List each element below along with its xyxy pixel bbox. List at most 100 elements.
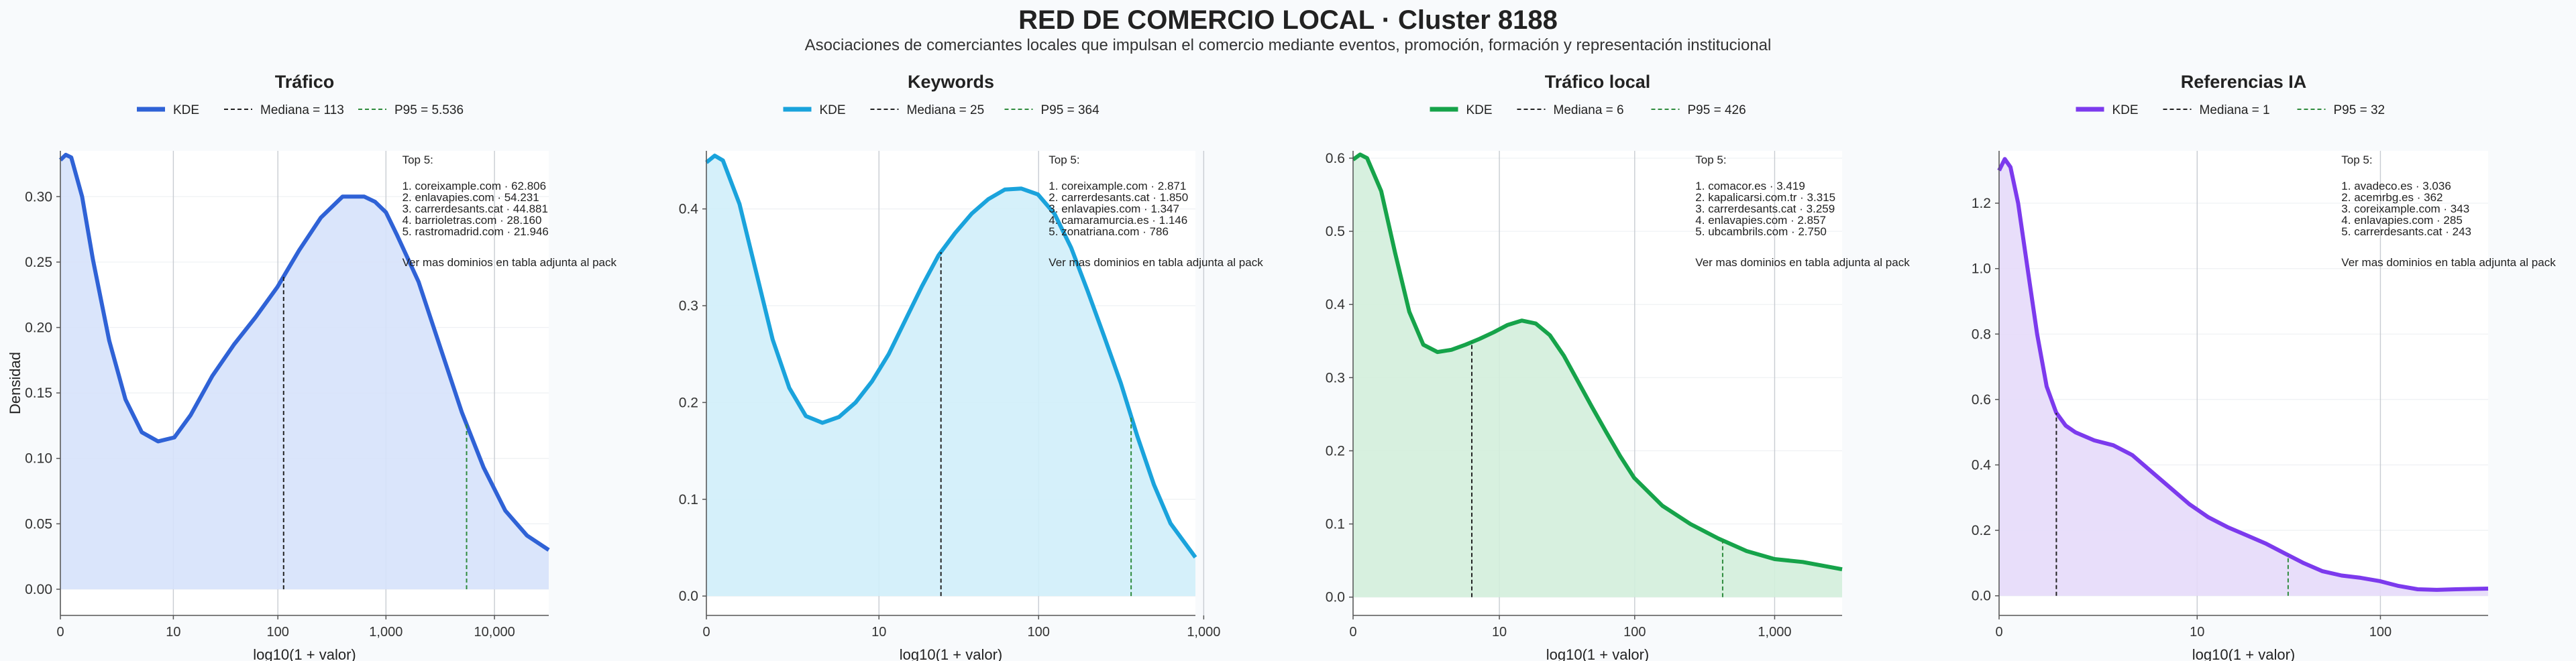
top5-item: 4. enlavapies.com · 2.857: [1695, 214, 1826, 227]
legend-p95-label: P95 = 364: [1041, 103, 1100, 117]
top5-item: 5. carrerdesants.cat · 243: [2341, 225, 2471, 238]
top5-item: 4. enlavapies.com · 285: [2341, 214, 2463, 227]
top5-footer: Ver mas dominios en tabla adjunta al pac…: [1695, 256, 1910, 269]
kde-curve: [705, 154, 1197, 559]
page-subtitle: Asociaciones de comerciantes locales que…: [804, 36, 1772, 54]
legend: KDE Mediana = 6 P95 = 426: [1430, 103, 1746, 117]
y-axis-label: Densidad: [7, 352, 23, 414]
top5-footer: Ver mas dominios en tabla adjunta al pac…: [2341, 256, 2556, 269]
x-axis-label: log10(1 + valor): [900, 646, 1002, 661]
top5-item: 2. carrerdesants.cat · 1.850: [1049, 191, 1188, 204]
y-tick-label: 0.6: [1972, 392, 1991, 408]
y-tick-label: 0.30: [25, 189, 52, 204]
top5-item: 3. carrerdesants.cat · 3.259: [1695, 202, 1835, 215]
top5-item: 1. coreixample.com · 2.871: [1049, 180, 1186, 192]
x-tick-label: 0: [1995, 625, 2002, 640]
chart-title: Referencias IA: [2181, 72, 2307, 92]
legend: KDE Mediana = 1 P95 = 32: [2076, 103, 2385, 117]
x-tick-label: 100: [267, 625, 289, 640]
y-tick-label: 0.3: [1326, 370, 1345, 385]
top5-item: 5. rastromadrid.com · 21.946: [402, 225, 549, 238]
x-tick-label: 1,000: [369, 625, 402, 640]
y-tick-label: 0.1: [1326, 517, 1345, 532]
x-axis-label: log10(1 + valor): [253, 646, 356, 661]
legend: KDE Mediana = 113 P95 = 5.536: [137, 103, 464, 117]
y-tick-label: 0.2: [1972, 523, 1991, 538]
legend-median-label: Mediana = 113: [260, 103, 344, 117]
chart-title: Tráfico: [275, 72, 335, 92]
x-tick-label: 1,000: [1187, 625, 1220, 640]
y-tick-label: 0.20: [25, 320, 52, 336]
kde-curve: [58, 152, 550, 552]
x-tick-label: 10: [2190, 625, 2204, 640]
top5-item: 1. coreixample.com · 62.806: [402, 180, 547, 192]
y-tick-label: 1.0: [1972, 261, 1991, 277]
kde-curve: [1352, 152, 1843, 572]
legend-p95-label: P95 = 426: [1688, 103, 1746, 117]
y-tick-label: 0.0: [679, 589, 698, 604]
top5-item: 1. avadeco.es · 3.036: [2341, 180, 2451, 192]
chart-title: Tráfico local: [1545, 72, 1651, 92]
y-tick-label: 0.1: [679, 492, 698, 507]
top5-item: 3. coreixample.com · 343: [2341, 202, 2469, 215]
top5-header: Top 5:: [1049, 154, 1079, 166]
x-axis-label: log10(1 + valor): [2192, 646, 2295, 661]
top5-item: 2. kapalicarsi.com.tr · 3.315: [1695, 191, 1835, 204]
top5-item: 3. carrerdesants.cat · 44.881: [402, 202, 548, 215]
top5-header: Top 5:: [1695, 154, 1726, 166]
y-tick-label: 0.0: [1972, 589, 1991, 604]
top5-footer: Ver mas dominios en tabla adjunta al pac…: [402, 256, 617, 269]
top5-item: 5. zonatriana.com · 786: [1049, 225, 1169, 238]
y-tick-label: 0.8: [1972, 326, 1991, 342]
y-tick-label: 0.6: [1326, 151, 1345, 166]
y-tick-label: 1.2: [1972, 196, 1991, 211]
top5-item: 1. comacor.es · 3.419: [1695, 180, 1805, 192]
chart-panel-4: Referencias IA KDE Mediana = 1 P95 = 32 0.0 0…: [1972, 72, 2556, 661]
top5-item: 5. ubcambrils.com · 2.750: [1695, 225, 1827, 238]
top5-item: 2. enlavapies.com · 54.231: [402, 191, 539, 204]
x-tick-label: 10: [1492, 625, 1507, 640]
y-tick-label: 0.5: [1326, 224, 1345, 239]
top5-header: Top 5:: [2341, 154, 2372, 166]
chart-panel-1: Tráfico KDE Mediana = 113 P95 = 5.536 0.00 0.…: [7, 72, 617, 661]
y-tick-label: 0.2: [1326, 443, 1345, 459]
chart-panel-3: Tráfico local KDE Mediana = 6 P95 = 426 0.0 0…: [1326, 72, 1910, 661]
x-tick-label: 0: [56, 625, 64, 640]
top5-footer: Ver mas dominios en tabla adjunta al pac…: [1049, 256, 1263, 269]
x-axis-label: log10(1 + valor): [1546, 646, 1649, 661]
x-tick-label: 100: [1623, 625, 1646, 640]
legend-p95-label: P95 = 32: [2334, 103, 2385, 117]
kde-area: [706, 156, 1195, 597]
top5-item: 3. enlavapies.com · 1.347: [1049, 202, 1179, 215]
x-tick-label: 0: [1349, 625, 1356, 640]
y-tick-label: 0.4: [1326, 297, 1346, 312]
x-tick-label: 100: [1028, 625, 1050, 640]
legend-p95-label: P95 = 5.536: [394, 103, 464, 117]
chart-panel-2: Keywords KDE Mediana = 25 P95 = 364 0.0 0.1 0.…: [679, 72, 1263, 661]
x-tick-label: 1,000: [1758, 625, 1791, 640]
y-tick-label: 0.4: [679, 202, 699, 217]
kde-curve: [1997, 157, 2489, 592]
legend-median-label: Mediana = 1: [2200, 103, 2270, 117]
kde-area: [60, 154, 549, 589]
x-tick-label: 100: [2369, 625, 2392, 640]
y-tick-label: 0.10: [25, 451, 52, 467]
x-tick-label: 10: [871, 625, 886, 640]
x-tick-label: 10,000: [474, 625, 515, 640]
top5-item: 2. acemrbg.es · 362: [2341, 191, 2443, 204]
top5-item: 4. camaramurcia.es · 1.146: [1049, 214, 1187, 227]
kde-area: [1999, 159, 2488, 596]
legend-median-label: Mediana = 25: [907, 103, 985, 117]
kde-area: [1353, 154, 1842, 597]
y-tick-label: 0.3: [679, 298, 698, 314]
y-tick-label: 0.00: [25, 582, 52, 597]
x-tick-label: 10: [166, 625, 180, 640]
top5-header: Top 5:: [402, 154, 433, 166]
x-tick-label: 0: [702, 625, 710, 640]
legend-median-label: Mediana = 6: [1554, 103, 1624, 117]
top5-item: 4. barrioletras.com · 28.160: [402, 214, 542, 227]
